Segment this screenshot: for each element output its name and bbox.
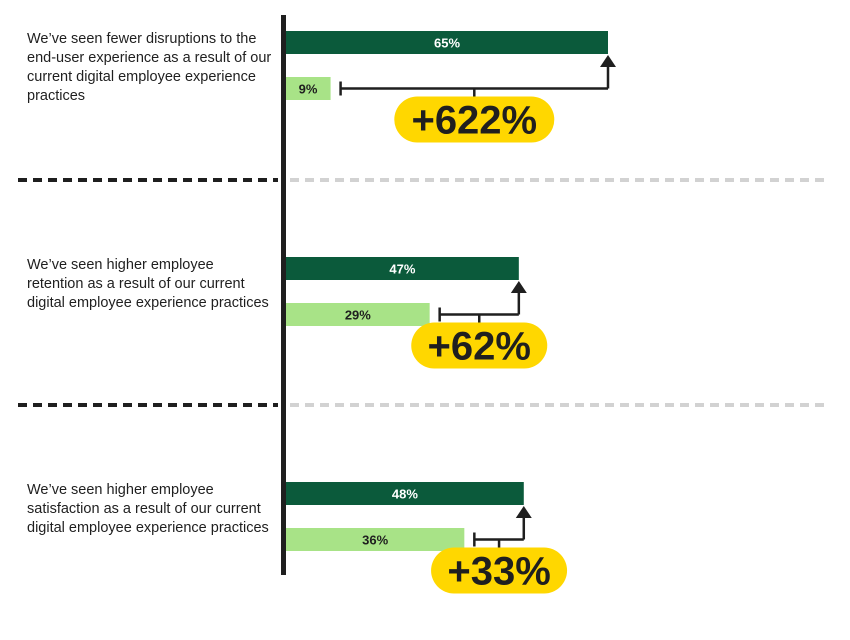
bar-series2-2 bbox=[286, 303, 430, 326]
difference-label-2: +62% bbox=[428, 325, 531, 369]
value-label-series1-1: 65% bbox=[434, 36, 460, 51]
bar-series2-1 bbox=[286, 77, 331, 100]
value-label-series1-2: 47% bbox=[389, 262, 415, 277]
value-label-series2-2: 29% bbox=[345, 308, 371, 323]
bracket-arrow-1 bbox=[600, 55, 616, 67]
bar-series1-3 bbox=[286, 482, 524, 505]
axis-line bbox=[281, 15, 286, 575]
value-label-series2-3: 36% bbox=[362, 533, 388, 548]
value-label-series1-3: 48% bbox=[392, 487, 418, 502]
value-label-series2-1: 9% bbox=[299, 82, 318, 97]
bar-series1-1 bbox=[286, 31, 608, 54]
bracket-arrow-2 bbox=[510, 281, 527, 293]
difference-pill-3 bbox=[431, 547, 568, 594]
bar-series1-2 bbox=[286, 257, 519, 280]
difference-label-3: +33% bbox=[447, 550, 550, 594]
difference-pill-2 bbox=[411, 322, 548, 369]
category-label-satisfaction: We’ve seen higher employee satisfaction … bbox=[27, 482, 269, 536]
category-label-retention: We’ve seen higher employee retention as … bbox=[27, 257, 269, 311]
difference-label-1: +622% bbox=[411, 99, 537, 143]
difference-pill-1 bbox=[394, 96, 555, 143]
bracket-arrow-3 bbox=[515, 506, 532, 518]
category-label-disruptions: We’ve seen fewer disruptions to the end-… bbox=[27, 31, 272, 104]
bar-series2-3 bbox=[286, 528, 465, 551]
